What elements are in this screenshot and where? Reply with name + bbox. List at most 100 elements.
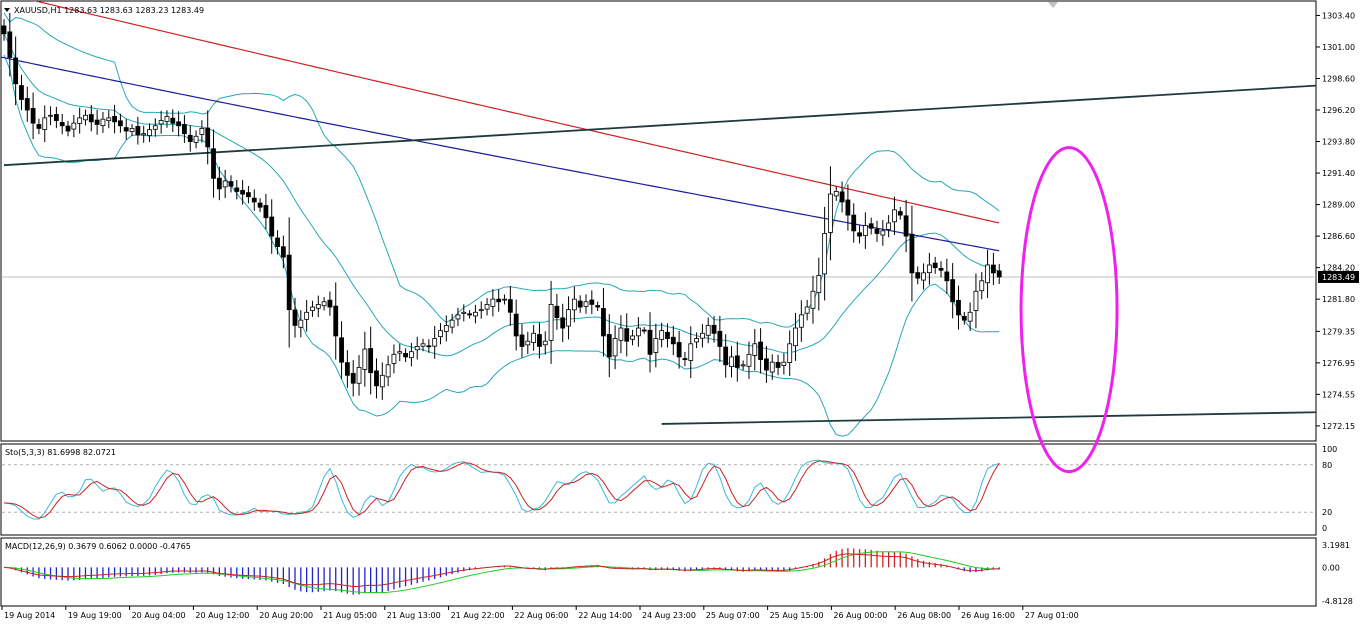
candle-body: [979, 280, 985, 292]
candle-body: [862, 225, 868, 236]
candle-body: [158, 120, 164, 125]
candle: [926, 252, 932, 285]
candle: [507, 286, 513, 326]
candle-body: [676, 342, 682, 358]
candle: [263, 193, 269, 230]
candle-body: [199, 128, 205, 135]
candle-body: [740, 364, 746, 367]
shift-marker-icon[interactable]: [1048, 2, 1058, 8]
candle: [83, 109, 88, 126]
candle: [967, 302, 973, 331]
candle-body: [106, 117, 112, 122]
candle-body: [589, 299, 595, 305]
candle-body: [816, 275, 822, 294]
candle: [804, 299, 810, 321]
candle: [152, 118, 158, 137]
candle: [717, 315, 723, 362]
candle: [973, 273, 979, 329]
price-tick-label: 1303.40: [1322, 11, 1355, 20]
candle-body: [781, 361, 787, 366]
candle-body: [327, 299, 333, 308]
candle: [321, 297, 327, 311]
candle: [618, 315, 624, 354]
candle: [280, 235, 286, 269]
candle-body: [857, 232, 862, 237]
candle: [798, 300, 804, 342]
candle: [484, 298, 490, 316]
price-tick-label: 1281.80: [1322, 295, 1355, 304]
candle: [892, 196, 897, 236]
candle: [461, 304, 467, 322]
time-tick-label: 21 Aug 22:00: [451, 611, 505, 620]
candle-body: [83, 114, 88, 121]
candle-body: [909, 233, 915, 274]
candle: [379, 362, 385, 400]
candle-body: [141, 133, 147, 136]
candle-body: [7, 31, 13, 58]
candle-body: [502, 298, 507, 301]
candle-body: [257, 202, 263, 208]
candle: [560, 303, 566, 343]
stochastic-header: Sto(5,3,3) 81.6998 82.0721: [5, 448, 116, 457]
stochastic-pane[interactable]: 100 80 20 0 Sto(5,3,3) 81.6998 82.0721: [0, 443, 1337, 536]
candle: [531, 325, 537, 351]
time-tick-label: 27 Aug 01:00: [1025, 611, 1079, 620]
candle: [682, 351, 688, 367]
candle-body: [833, 191, 839, 197]
candle-body: [374, 370, 379, 387]
candle-body: [630, 335, 635, 340]
candle-body: [408, 351, 414, 359]
candle-body: [385, 364, 391, 378]
candle-body: [932, 262, 938, 269]
candle-body: [897, 211, 903, 216]
candle-body: [118, 120, 123, 127]
candle-body: [542, 340, 548, 346]
stochastic-tick-label: 20: [1322, 508, 1332, 517]
candle: [624, 313, 630, 357]
candle-body: [682, 358, 688, 360]
candle: [857, 225, 862, 244]
candle: [839, 181, 845, 213]
candle-body: [566, 309, 571, 327]
macd-main-line: [3, 553, 1000, 587]
macd-tick-label: 0.00: [1322, 563, 1340, 572]
candle-body: [717, 330, 723, 347]
candle: [589, 290, 595, 315]
price-tick-label: 1276.95: [1322, 359, 1355, 368]
candle-body: [583, 301, 589, 307]
candle: [385, 355, 391, 387]
candle-body: [851, 214, 857, 232]
candle-body: [700, 332, 705, 339]
candle-body: [752, 343, 758, 356]
candle: [426, 339, 432, 353]
candle: [65, 120, 71, 137]
candle: [490, 289, 496, 317]
price-pane[interactable]: 1303.40 1301.00 1298.60 1296.20 1293.80 1291.…: [0, 0, 1359, 442]
candle-body: [892, 209, 897, 223]
price-tick-label: 1298.60: [1322, 74, 1355, 83]
candle-body: [65, 125, 71, 132]
candle: [42, 105, 48, 143]
price-tick-label: 1289.00: [1322, 201, 1355, 210]
candle: [525, 331, 531, 355]
candle-body: [886, 222, 892, 230]
candle: [874, 220, 880, 242]
candle: [193, 130, 199, 149]
current-price-label-text: 1283.49: [1322, 273, 1355, 282]
candle: [822, 206, 828, 301]
candle-body: [240, 189, 246, 195]
candle: [630, 329, 635, 346]
collapse-arrow-icon[interactable]: [4, 8, 10, 12]
time-tick-label: 20 Aug 20:00: [259, 611, 313, 620]
candle: [187, 125, 193, 152]
candle: [542, 331, 548, 355]
candle-body: [280, 246, 286, 258]
candle: [746, 341, 752, 379]
price-tick-label: 1274.55: [1322, 390, 1355, 399]
candle-body: [269, 216, 275, 237]
candle: [432, 325, 438, 359]
macd-pane[interactable]: 3.1981 0.00 -4.8128 MACD(12,26,9) 0.3679 0…: [0, 537, 1353, 607]
candle: [339, 321, 344, 379]
candle-body: [798, 314, 804, 328]
